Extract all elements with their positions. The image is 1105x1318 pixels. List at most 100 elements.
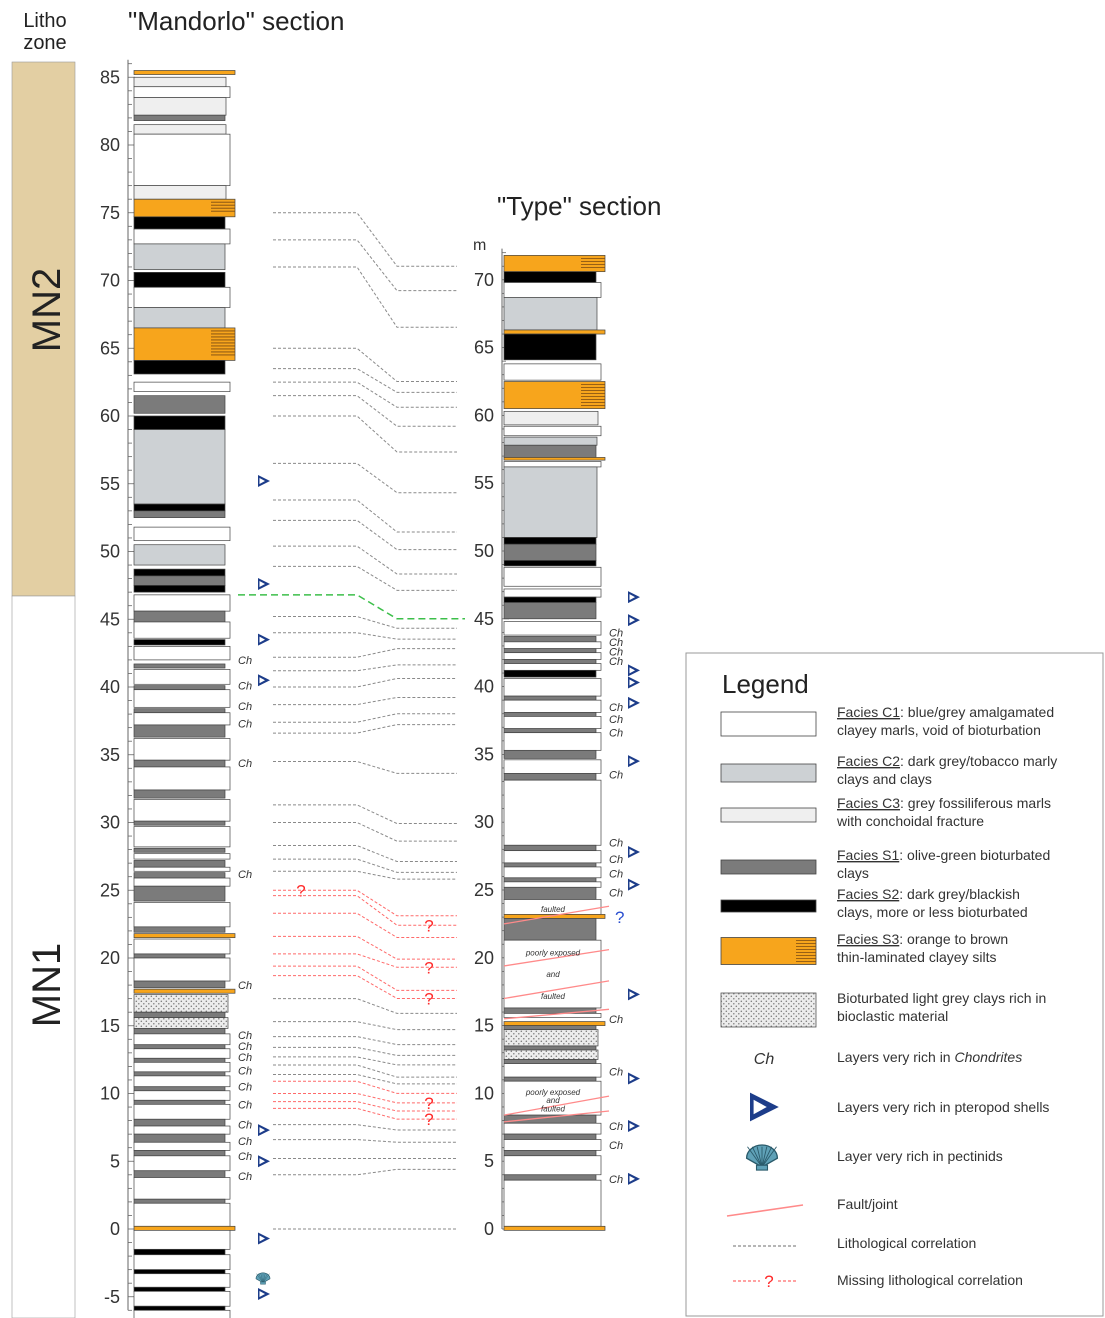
legend-pectinid-text: Layer very rich in pectinids xyxy=(837,1148,1003,1164)
legend-title: Legend xyxy=(722,669,809,699)
fault-line xyxy=(503,1110,610,1123)
type-layer-s3 xyxy=(503,381,606,409)
correlation-line xyxy=(273,1021,457,1031)
missing-question-mark: ? xyxy=(424,916,433,935)
mandorlo-layer-s3 xyxy=(133,327,236,361)
type-layer-c1 xyxy=(503,652,602,660)
type-layer-c3 xyxy=(503,410,599,426)
legend-facies-name: Facies S3 xyxy=(837,931,899,947)
type-layer-s3 xyxy=(503,329,606,335)
mandorlo-layer-c1 xyxy=(133,1254,231,1270)
missing-correlation-line xyxy=(273,975,457,999)
scale-tick-label: 10 xyxy=(100,1084,120,1104)
mandorlo-layer-c1 xyxy=(133,381,231,392)
mandorlo-layer-s1 xyxy=(133,1011,226,1018)
type-layer-c1 xyxy=(503,425,602,437)
scale-tick-label: 5 xyxy=(484,1151,494,1171)
legend-facies-desc: : orange to brown xyxy=(899,931,1008,947)
type-note: and xyxy=(546,1096,560,1105)
mandorlo-layer-c1 xyxy=(133,877,231,887)
legend-facies-name: Facies C1 xyxy=(837,704,900,720)
type-layer-c1 xyxy=(503,282,602,298)
chondrites-mark: Ch xyxy=(609,1067,623,1079)
scale-tick-label: 80 xyxy=(100,135,120,155)
correlation-line xyxy=(273,870,457,880)
missing-question-mark: ? xyxy=(296,881,305,900)
fault-line xyxy=(503,905,610,925)
type-layer-c1 xyxy=(503,716,602,729)
type-layer-s3 xyxy=(503,255,606,273)
chondrites-mark: Ch xyxy=(238,701,252,713)
pteropod-icon xyxy=(258,1288,270,1301)
pectinid-icon xyxy=(745,1144,779,1171)
correlation-line xyxy=(273,1064,457,1078)
type-layer-c2 xyxy=(503,297,598,331)
legend-swatch-c2 xyxy=(720,763,817,783)
mandorlo-layer-c1 xyxy=(133,902,231,928)
legend-swatch-s3 xyxy=(720,937,817,965)
mandorlo-layer-c2 xyxy=(133,243,226,271)
type-layer-c1 xyxy=(503,732,602,751)
correlation-line xyxy=(273,347,457,382)
pteropod-icon xyxy=(628,1172,640,1185)
type-layer-c1 xyxy=(503,1155,602,1176)
mandorlo-layer-s1 xyxy=(133,1198,226,1204)
pteropod-icon xyxy=(258,1232,270,1245)
scale-tick-label: -5 xyxy=(104,1287,120,1307)
zone-mn2-band xyxy=(11,61,76,597)
mandorlo-layer-s2 xyxy=(133,216,226,230)
pteropod-icon xyxy=(258,633,270,646)
type-layer-c1 xyxy=(503,461,602,468)
missing-correlation-line xyxy=(273,935,457,960)
mandorlo-layer-s1 xyxy=(133,575,226,586)
chondrites-mark: Ch xyxy=(238,719,252,731)
missing-question-mark: ? xyxy=(424,958,433,977)
scale-tick-label: 0 xyxy=(484,1219,494,1239)
scale-tick-label: 65 xyxy=(474,338,494,358)
type-layer-s2 xyxy=(503,333,597,361)
fault-line xyxy=(503,1008,610,1020)
mandorlo-layer-s1 xyxy=(133,1170,226,1178)
scale-tick-label: 60 xyxy=(474,405,494,425)
correlation-line xyxy=(273,519,457,551)
type-section-unit: m xyxy=(473,237,486,254)
chondrites-mark: Ch xyxy=(609,714,623,726)
scale-tick-label: 25 xyxy=(474,880,494,900)
type-layer-s1 xyxy=(503,1045,597,1051)
correlation-line xyxy=(273,1168,457,1176)
fault-line xyxy=(503,949,610,967)
mandorlo-layer-s1 xyxy=(133,759,226,768)
legend-correlation-text: Lithological correlation xyxy=(837,1235,976,1251)
missing-correlation-line xyxy=(273,895,457,926)
correlation-line xyxy=(273,381,457,408)
mandorlo-layer-c2 xyxy=(133,307,226,329)
type-note: poorly exposed xyxy=(525,948,581,957)
pteropod-icon xyxy=(628,846,640,859)
chondrites-mark: Ch xyxy=(238,980,252,992)
type-note: and xyxy=(546,970,560,979)
correlation-line xyxy=(273,368,457,393)
legend-facies-desc: : grey fossiliferous marls xyxy=(900,795,1051,811)
type-layer-c1 xyxy=(503,663,602,671)
type-layer-s1 xyxy=(503,1007,597,1014)
type-layer-s1 xyxy=(503,543,597,561)
correlation-line xyxy=(273,822,457,842)
litho-zone-header-line2: zone xyxy=(23,32,66,54)
chondrites-mark: Ch xyxy=(238,1136,252,1148)
mandorlo-layer-c1 xyxy=(133,286,231,308)
mandorlo-layer-c1 xyxy=(133,1273,231,1288)
legend-entry-line2: clays, more or less bioturbated xyxy=(837,904,1028,920)
pteropod-icon xyxy=(628,676,640,689)
mandorlo-layer-s2 xyxy=(133,415,226,430)
type-layer-s1 xyxy=(503,844,597,852)
legend-ch-symbol: Ch xyxy=(754,1051,775,1068)
type-note: faulted xyxy=(541,1104,566,1113)
legend-swatch-c3 xyxy=(720,807,817,823)
missing-question-mark: ? xyxy=(424,1110,433,1129)
type-log-column xyxy=(503,255,606,1231)
mandorlo-section-title: "Mandorlo" section xyxy=(128,6,344,36)
legend-facies-name: Facies S2 xyxy=(837,886,899,902)
mandorlo-layer-c1 xyxy=(133,957,231,982)
type-layer-c1 xyxy=(503,1122,602,1135)
correlation-line xyxy=(273,713,457,723)
